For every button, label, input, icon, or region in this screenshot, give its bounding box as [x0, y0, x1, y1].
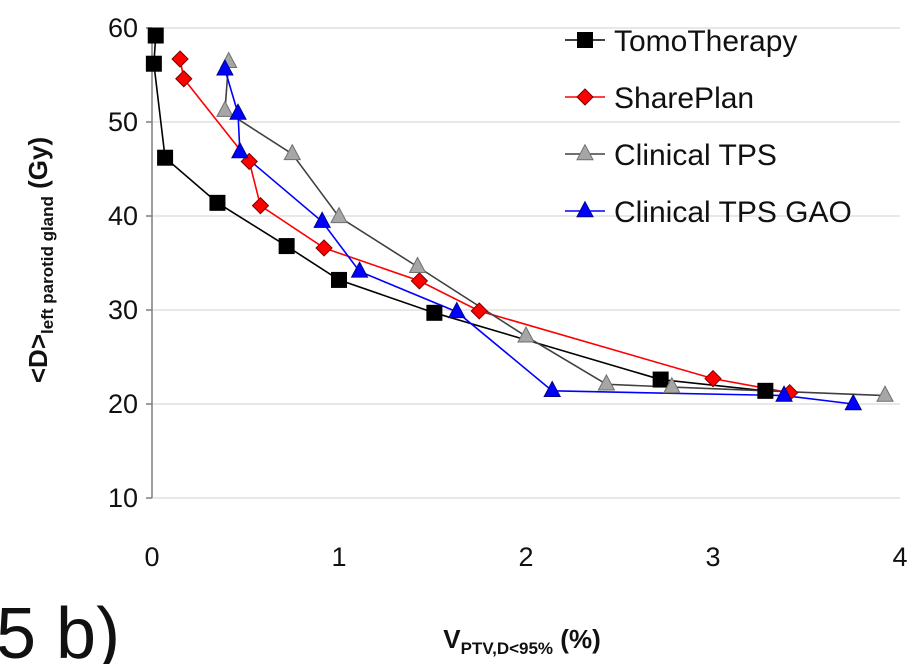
- data-point-clinical-tps: [597, 373, 616, 391]
- data-point-tomotherapy: [331, 271, 347, 288]
- data-point-clinical-tps: [876, 385, 894, 402]
- legend-marker-icon: [576, 200, 594, 218]
- y-axis-title: <D>left parotid gland (Gy): [23, 137, 57, 383]
- legend-label: Clinical TPS GAO: [614, 196, 852, 229]
- y-tick-labels: 10 20 30 40 50 60: [108, 13, 138, 513]
- series-line-clinical-tps-gao: [224, 69, 854, 405]
- data-point-tomotherapy: [145, 55, 162, 72]
- y-tick-label: 50: [108, 107, 138, 137]
- x-tick-labels: 0 1 2 3 4: [144, 542, 907, 572]
- data-point-shareplan: [251, 196, 270, 215]
- x-axis-title: VPTV,D<95% (%): [443, 624, 600, 658]
- legend-item-clinical-tps: Clinical TPS: [565, 139, 777, 172]
- data-point-clinical-tps: [408, 256, 427, 273]
- data-point-clinical-tps-gao: [447, 301, 466, 319]
- y-tick-label: 60: [108, 13, 138, 43]
- y-axis-title-sub: left parotid gland: [38, 196, 57, 334]
- data-point-tomotherapy: [157, 149, 174, 166]
- legend-item-clinical-tps-gao: Clinical TPS GAO: [565, 196, 852, 229]
- panel-label: 5 b): [0, 594, 120, 664]
- data-point-clinical-tps-gao: [350, 261, 369, 278]
- data-point-clinical-tps: [330, 206, 348, 224]
- legend-marker-icon: [576, 143, 594, 161]
- data-point-clinical-tps-gao: [229, 103, 247, 120]
- legend-label: Clinical TPS: [614, 139, 777, 172]
- legend: TomoTherapy SharePlan Clinical TPS Clinical…: [565, 25, 852, 229]
- data-point-tomotherapy: [426, 304, 443, 321]
- data-point-clinical-tps-gao: [313, 211, 332, 228]
- x-tick-label: 4: [892, 542, 907, 572]
- x-tick-label: 0: [144, 542, 159, 572]
- data-point-shareplan: [315, 239, 333, 257]
- x-tick-label: 2: [518, 542, 533, 572]
- data-point-clinical-tps: [663, 376, 681, 394]
- data-point-shareplan: [410, 272, 429, 290]
- gridlines: [146, 27, 900, 499]
- legend-label: TomoTherapy: [614, 25, 797, 58]
- legend-item-shareplan: SharePlan: [565, 82, 754, 115]
- legend-marker-icon: [577, 32, 593, 48]
- data-point-clinical-tps: [517, 325, 535, 343]
- data-point-tomotherapy: [147, 27, 164, 44]
- data-point-tomotherapy: [278, 238, 295, 255]
- data-point-tomotherapy: [652, 371, 669, 388]
- y-tick-label: 10: [108, 483, 138, 513]
- data-point-clinical-tps: [216, 100, 234, 117]
- legend-label: SharePlan: [614, 82, 754, 115]
- x-tick-label: 3: [705, 542, 720, 572]
- data-point-clinical-tps-gao: [844, 393, 863, 411]
- y-tick-label: 30: [108, 295, 138, 325]
- y-axis-title-main: <D>: [23, 334, 53, 383]
- y-axis-title-unit: (Gy): [23, 137, 53, 196]
- legend-marker-icon: [576, 88, 594, 106]
- data-point-clinical-tps-gao: [543, 380, 562, 398]
- x-tick-label: 1: [331, 542, 346, 572]
- x-axis-title-sub: PTV,D<95%: [461, 639, 553, 658]
- y-tick-label: 20: [108, 389, 138, 419]
- y-tick-label: 40: [108, 201, 138, 231]
- legend-item-tomotherapy: TomoTherapy: [565, 25, 797, 58]
- x-axis-title-main: V: [443, 624, 461, 654]
- data-point-shareplan: [175, 70, 193, 88]
- data-point-shareplan: [470, 302, 488, 320]
- data-point-tomotherapy: [757, 382, 774, 399]
- data-point-clinical-tps-gao: [775, 385, 793, 402]
- x-axis-title-unit: (%): [553, 624, 601, 654]
- data-point-shareplan: [171, 50, 189, 68]
- data-point-clinical-tps-gao: [216, 58, 234, 76]
- data-point-clinical-tps-gao: [231, 141, 249, 159]
- data-point-clinical-tps: [283, 143, 302, 161]
- data-point-tomotherapy: [209, 194, 226, 211]
- series-markers: [145, 27, 894, 411]
- data-point-shareplan: [704, 369, 722, 388]
